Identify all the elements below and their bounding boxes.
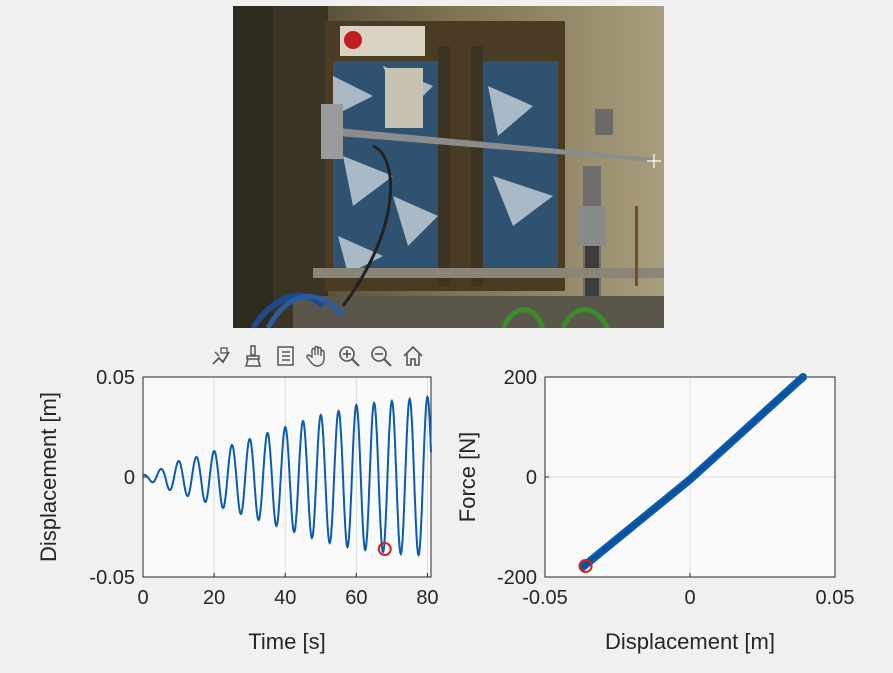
force-displacement-chart: -0.05 0 0.05 -200 0 200 Displacement [m] Force …: [455, 367, 854, 654]
test-rig-photo: [233, 6, 664, 328]
y-axis-label: Force [N]: [455, 432, 480, 522]
current-point-marker[interactable]: [377, 542, 392, 556]
displacement-line[interactable]: [142, 394, 432, 557]
y-tick-label: 0.05: [96, 367, 135, 389]
x-tick-label: 40: [274, 587, 296, 609]
zoom-out-icon[interactable]: [366, 342, 395, 371]
axes-box: [544, 376, 836, 578]
axes-toolbar: [206, 340, 427, 372]
y-tick-label: 0: [526, 467, 537, 489]
y-tick-label: 200: [504, 367, 537, 389]
brush-icon[interactable]: [238, 342, 267, 371]
x-tick-label: 60: [345, 587, 367, 609]
plot-area[interactable]: [143, 377, 431, 577]
y-axis-label: Displacement [m]: [36, 392, 61, 562]
y-tick-label: -0.05: [89, 567, 135, 589]
x-tick-label: 20: [203, 587, 225, 609]
force-displacement-band[interactable]: [578, 373, 808, 571]
axes-box: [142, 376, 432, 578]
x-axis-label: Displacement [m]: [605, 629, 775, 654]
data-tips-icon[interactable]: [206, 342, 235, 371]
x-tick-label: 0.05: [816, 587, 855, 609]
plot-area[interactable]: [545, 377, 835, 577]
x-axis-label: Time [s]: [248, 629, 325, 654]
zoom-in-icon[interactable]: [334, 342, 363, 371]
y-tick-label: 0: [124, 467, 135, 489]
current-point-marker[interactable]: [578, 559, 593, 573]
pan-icon[interactable]: [302, 342, 331, 371]
x-tick-label: 80: [416, 587, 438, 609]
x-tick-label: 0: [137, 587, 148, 609]
export-icon[interactable]: [270, 342, 299, 371]
x-tick-label: -0.05: [522, 587, 568, 609]
test-rig-photo-drawing: [233, 6, 664, 328]
force-displacement-line: [581, 375, 805, 569]
home-icon[interactable]: [398, 342, 427, 371]
y-tick-label: -200: [497, 567, 537, 589]
x-tick-label: 0: [684, 587, 695, 609]
